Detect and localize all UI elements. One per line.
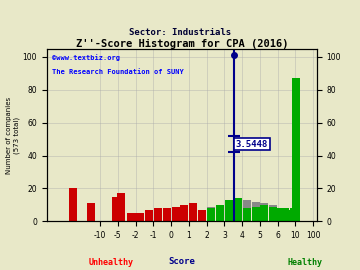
Bar (207, 207, 215, 221)
Bar (288, 211, 296, 221)
Text: Unhealthy: Unhealthy (88, 258, 133, 266)
Bar (275, 208, 283, 221)
Bar (216, 205, 224, 221)
Bar (163, 208, 171, 221)
Bar (198, 210, 206, 221)
Bar (260, 205, 269, 221)
Bar (243, 208, 251, 221)
Text: Sector: Industrials: Sector: Industrials (129, 28, 231, 37)
Bar (154, 208, 162, 221)
Bar (216, 205, 224, 221)
Bar (130, 213, 138, 221)
Bar (127, 213, 135, 221)
Bar (207, 208, 215, 221)
Bar (269, 205, 277, 221)
Bar (269, 207, 277, 221)
Bar (292, 106, 300, 221)
Bar (282, 208, 289, 221)
Text: 3.5448: 3.5448 (235, 140, 268, 148)
Text: ©www.textbiz.org: ©www.textbiz.org (52, 54, 120, 61)
Y-axis label: Number of companies
(573 total): Number of companies (573 total) (6, 96, 20, 174)
X-axis label: Score: Score (168, 257, 195, 266)
Title: Z''-Score Histogram for CPA (2016): Z''-Score Histogram for CPA (2016) (76, 39, 288, 49)
Bar (292, 217, 300, 221)
Bar (252, 202, 260, 221)
Bar (117, 193, 125, 221)
Bar (69, 188, 77, 221)
Bar (136, 213, 144, 221)
Bar (225, 202, 233, 221)
Bar (234, 198, 242, 221)
Bar (225, 200, 233, 221)
Text: The Research Foundation of SUNY: The Research Foundation of SUNY (52, 69, 184, 75)
Bar (172, 207, 180, 221)
Bar (234, 202, 242, 221)
Bar (243, 200, 251, 221)
Bar (291, 208, 298, 221)
Bar (277, 208, 285, 221)
Bar (252, 207, 260, 221)
Bar (292, 78, 300, 221)
Bar (112, 197, 120, 221)
Text: Healthy: Healthy (288, 258, 323, 266)
Bar (279, 210, 287, 221)
Bar (260, 203, 269, 221)
Bar (145, 210, 153, 221)
Bar (284, 210, 292, 221)
Bar (189, 203, 197, 221)
Bar (180, 205, 189, 221)
Bar (292, 164, 300, 221)
Bar (87, 203, 95, 221)
Bar (286, 211, 294, 221)
